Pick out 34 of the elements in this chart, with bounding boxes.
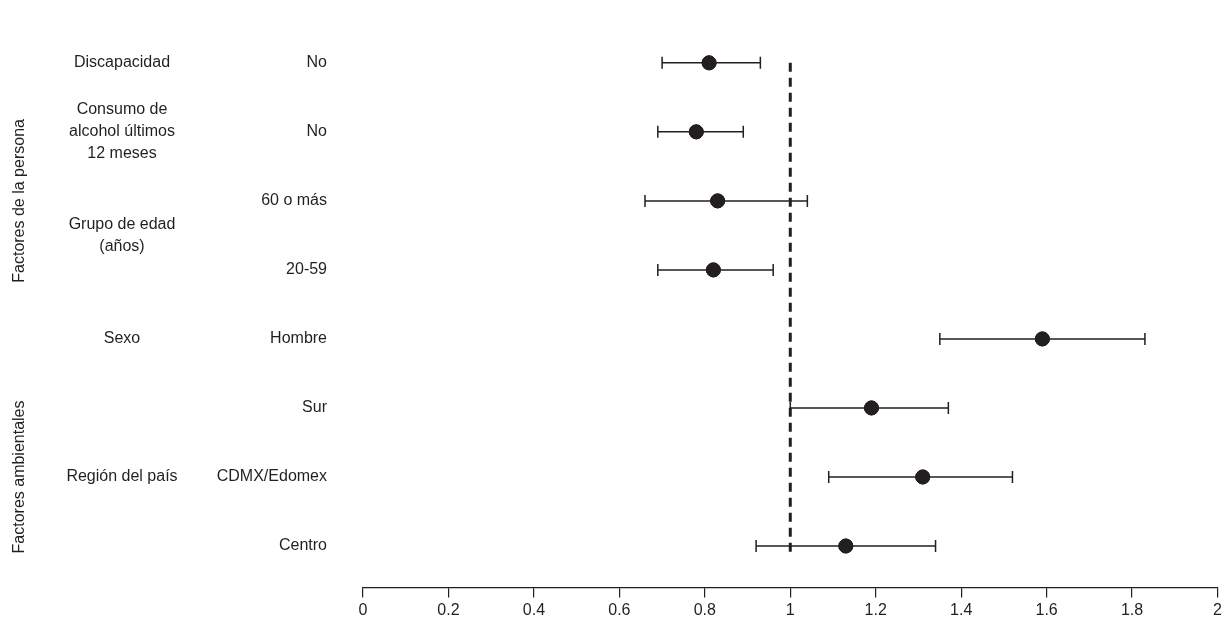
text: Sexo [103,329,141,347]
text: Consumo de alcohol últimos 12 meses [69,100,175,162]
text: Factores de la persona [10,118,28,283]
x-tick-label: 1.8 [1120,601,1144,619]
x-tick-label: 0.2 [437,601,460,619]
point [838,538,854,554]
point [688,124,704,140]
y-tick-label: 60 o más [261,191,327,209]
point [863,400,879,416]
x-tick-label: 0 [358,601,368,619]
point [705,262,721,278]
point [710,193,726,209]
y-tick-label: CDMX/Edomex [216,467,327,485]
x-tick-label: 1.4 [950,601,973,619]
x-tick-label: 0.8 [693,601,717,619]
x-tick-label: 2 [1213,601,1223,619]
x-tick-label: 0.4 [522,601,546,619]
y-tick-label: No [306,122,328,140]
x-tick-label: 1.2 [864,601,887,619]
x-tick-label: 1.6 [1035,601,1058,619]
y-tick-label: Sur [302,398,328,416]
text: Factores ambientales [10,400,28,554]
point [701,55,717,71]
y-tick-label: Centro [278,536,328,554]
point [1034,331,1050,347]
x-tick-label: 0.6 [608,601,631,619]
point [915,469,931,485]
y-tick-label: 20-59 [286,260,328,278]
y-tick-label: No [306,53,328,71]
y-tick-label: Hombre [270,329,328,347]
x-tick-label: 1 [785,601,795,619]
text: Discapacidad [73,53,171,71]
text: Región del país [66,467,178,485]
text: Grupo de edad (años) [68,214,176,254]
